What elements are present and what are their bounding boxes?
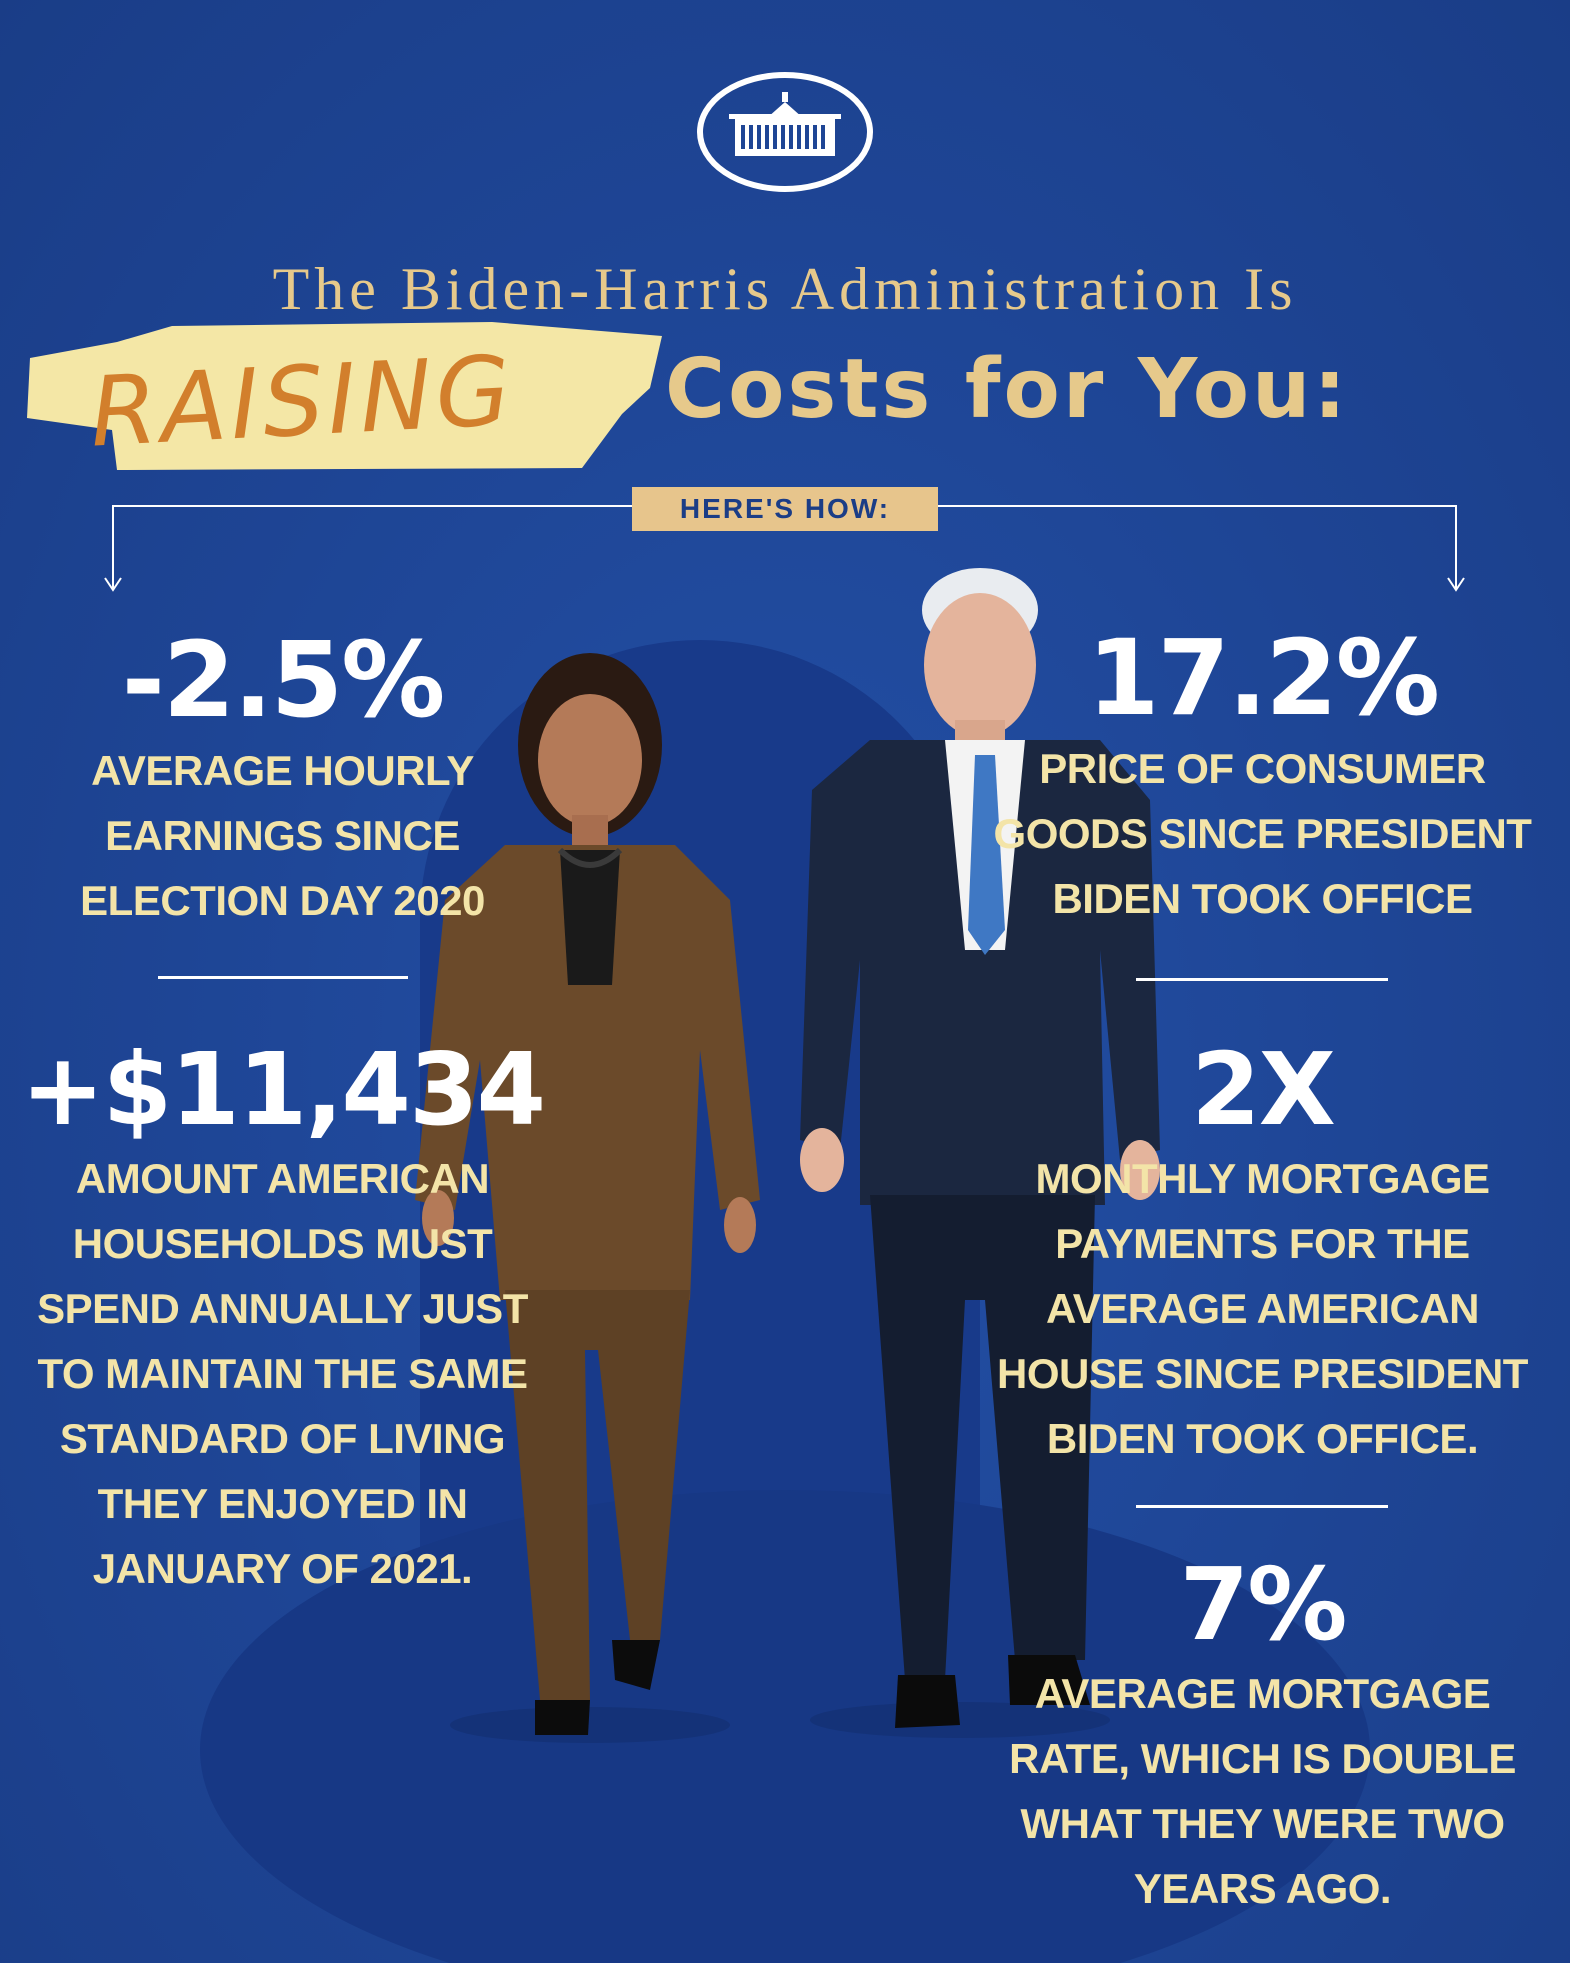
stat-desc-line: BIDEN TOOK OFFICE [1052, 875, 1473, 922]
stat-desc-line: WHAT THEY WERE TWO [1020, 1800, 1505, 1847]
arrow-down-icon [1447, 577, 1465, 592]
divider-line [1136, 1505, 1388, 1508]
stat-desc-line: EARNINGS SINCE [105, 812, 460, 859]
stat-value: +$11,434 [20, 1031, 546, 1148]
stat-desc-line: MONTHLY MORTGAGE [1035, 1155, 1490, 1202]
stat-desc-line: AMOUNT AMERICAN [75, 1155, 490, 1202]
title-line-1: The Biden-Harris Administration Is [272, 256, 1298, 322]
stat-mortgage-rate: 7% AVERAGE MORTGAGE RATE, WHICH IS DOUBL… [985, 1555, 1540, 1921]
stat-desc-line: PRICE OF CONSUMER [1039, 745, 1486, 792]
stat-desc-line: PAYMENTS FOR THE [1055, 1220, 1470, 1267]
stat-desc-line: AVERAGE MORTGAGE [1034, 1670, 1491, 1717]
stat-description: AVERAGE MORTGAGE RATE, WHICH IS DOUBLE W… [985, 1661, 1540, 1921]
stat-desc-line: HOUSEHOLDS MUST [72, 1220, 493, 1267]
stat-desc-line: HOUSE SINCE PRESIDENT [997, 1350, 1528, 1397]
stat-household-spending: +$11,434 AMOUNT AMERICAN HOUSEHOLDS MUST… [10, 1040, 555, 1601]
stat-desc-line: STANDARD OF LIVING [59, 1415, 506, 1462]
stat-description: PRICE OF CONSUMER GOODS SINCE PRESIDENT … [985, 736, 1540, 931]
stat-desc-line: ELECTION DAY 2020 [80, 877, 485, 924]
woman-figure [415, 653, 760, 1743]
stat-desc-line: AVERAGE AMERICAN [1045, 1285, 1480, 1332]
title-line-2: Costs for You: [665, 342, 1350, 437]
stat-desc-line: YEARS AGO. [1133, 1865, 1392, 1912]
stat-desc-line: SPEND ANNUALLY JUST [37, 1285, 528, 1332]
stat-description: AVERAGE HOURLY EARNINGS SINCE ELECTION D… [20, 738, 545, 933]
stat-value: 2X [1191, 1031, 1336, 1148]
stat-desc-line: JANUARY OF 2021. [92, 1545, 473, 1592]
divider-line [158, 976, 408, 979]
highlight-tape [27, 322, 662, 470]
stat-desc-line: RATE, WHICH IS DOUBLE [1009, 1735, 1516, 1782]
heres-how-badge: HERE'S HOW: [632, 487, 938, 531]
stat-mortgage-payments: 2X MONTHLY MORTGAGE PAYMENTS FOR THE AVE… [985, 1040, 1540, 1471]
divider-line [1136, 978, 1388, 981]
white-house-logo-icon [697, 72, 873, 192]
stat-hourly-earnings: -2.5% AVERAGE HOURLY EARNINGS SINCE ELEC… [20, 628, 545, 933]
stat-desc-line: BIDEN TOOK OFFICE. [1046, 1415, 1479, 1462]
stat-consumer-goods: 17.2% PRICE OF CONSUMER GOODS SINCE PRES… [985, 626, 1540, 931]
stat-desc-line: TO MAINTAIN THE SAME [37, 1350, 528, 1397]
stat-desc-line: GOODS SINCE PRESIDENT [993, 810, 1532, 857]
stat-value: 17.2% [1087, 617, 1440, 739]
stat-description: MONTHLY MORTGAGE PAYMENTS FOR THE AVERAG… [985, 1146, 1540, 1471]
man-figure [800, 568, 1160, 1738]
stat-value: 7% [1179, 1546, 1348, 1663]
backdrop-floor-shape [200, 1490, 1370, 1963]
stat-value: -2.5% [121, 619, 446, 741]
arrow-down-icon [104, 577, 122, 592]
stat-desc-line: THEY ENJOYED IN [97, 1480, 468, 1527]
stat-desc-line: AVERAGE HOURLY [91, 747, 474, 794]
stat-description: AMOUNT AMERICAN HOUSEHOLDS MUST SPEND AN… [10, 1146, 555, 1601]
